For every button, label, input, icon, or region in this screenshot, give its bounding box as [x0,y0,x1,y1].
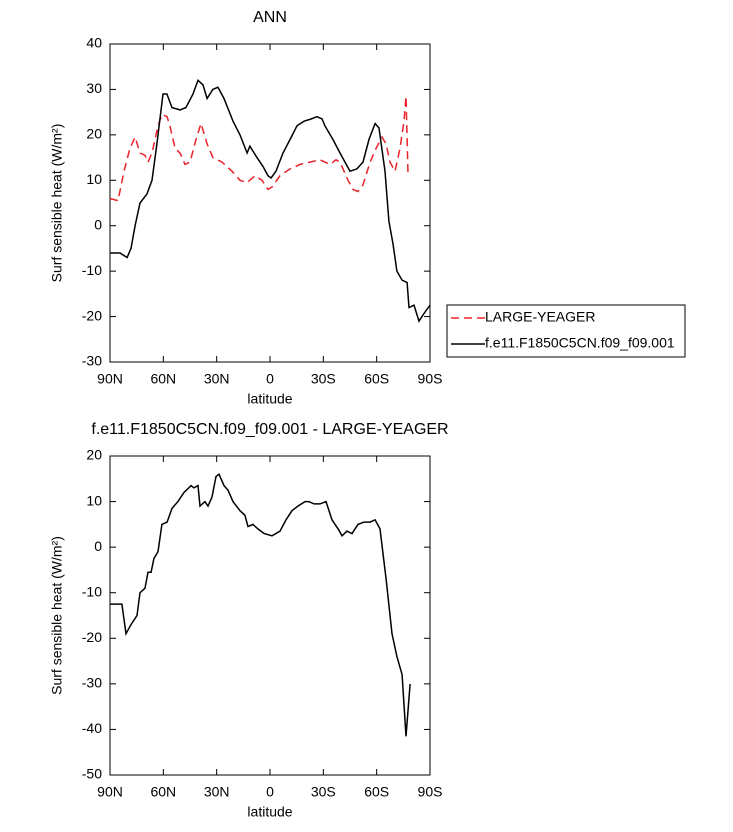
y-tick-label: 20 [86,447,102,463]
x-tick-label: 60N [150,784,176,800]
x-axis-label: latitude [247,391,292,407]
y-tick-label: 10 [86,171,102,187]
x-tick-label: 30N [204,371,230,387]
x-tick-label: 0 [266,784,274,800]
plot-frame [109,455,431,776]
y-tick-label: -30 [82,675,102,691]
x-tick-label: 60S [364,371,389,387]
x-tick-label: 30S [311,784,336,800]
y-tick-label: -50 [82,766,102,782]
y-tick-label: -20 [82,307,102,323]
x-tick-label: 30S [311,371,336,387]
y-axis-label: Surf sensible heat (W/m²) [49,124,65,283]
y-tick-label: 0 [94,216,102,232]
y-tick-label: -20 [82,629,102,645]
x-tick-label: 60S [364,784,389,800]
legend-label: f.e11.F1850C5CN.f09_f09.001 [485,335,675,351]
x-tick-label: 90N [97,371,123,387]
x-tick-label: 30N [204,784,230,800]
y-tick-label: 40 [86,35,102,51]
series-line [110,78,431,323]
x-axis-label: latitude [247,804,292,820]
y-tick-label: 0 [94,538,102,554]
series-line [110,473,411,737]
legend-frame [446,304,686,358]
x-tick-label: 90S [418,371,443,387]
chart-title: ANN [253,9,287,26]
y-tick-label: 20 [86,126,102,142]
y-tick-label: -40 [82,720,102,736]
y-tick-label: -10 [82,583,102,599]
chart-title: f.e11.F1850C5CN.f09_f09.001 - LARGE-YEAG… [91,421,448,438]
x-tick-label: 90N [97,784,123,800]
y-tick-label: -10 [82,262,102,278]
y-tick-label: -30 [82,353,102,369]
legend-label: LARGE-YEAGER [485,309,595,325]
y-tick-label: 10 [86,492,102,508]
plot-frame [109,43,431,363]
y-axis-label: Surf sensible heat (W/m²) [49,536,65,695]
series-line [109,96,409,202]
x-tick-label: 90S [418,784,443,800]
x-tick-label: 0 [266,371,274,387]
y-tick-label: 30 [86,80,102,96]
x-tick-label: 60N [150,371,176,387]
